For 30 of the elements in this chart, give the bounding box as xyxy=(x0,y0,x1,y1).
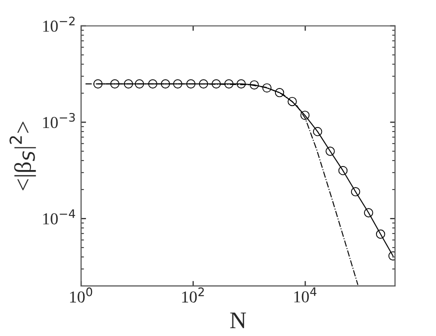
point xyxy=(110,79,120,88)
point xyxy=(288,96,297,106)
point xyxy=(312,126,322,136)
point xyxy=(173,79,182,88)
point xyxy=(350,187,360,196)
x-tick-label: 10$^{0}$ xyxy=(70,287,92,303)
point xyxy=(300,110,310,120)
point xyxy=(160,79,170,88)
point xyxy=(224,79,234,88)
point xyxy=(134,79,144,88)
point xyxy=(376,230,386,239)
point xyxy=(198,79,208,88)
y-tick-label: 10$^{−4}$ xyxy=(43,209,76,224)
x-tick-label: 10$^{2}$ xyxy=(182,287,204,303)
point xyxy=(212,79,221,88)
point xyxy=(326,146,335,156)
point xyxy=(364,208,374,218)
x-axis-title: N xyxy=(230,312,246,328)
point xyxy=(250,80,259,90)
point xyxy=(186,79,196,88)
y-axis-title: <|β$_{S}$|$^{2}$> xyxy=(10,122,36,190)
point xyxy=(236,79,246,88)
point xyxy=(338,166,348,176)
point xyxy=(124,79,134,88)
y-tick-label: 10$^{−2}$ xyxy=(43,16,75,32)
point xyxy=(274,88,284,98)
x-tick-label: 10$^{4}$ xyxy=(294,287,316,302)
point xyxy=(148,79,158,88)
point xyxy=(262,83,272,93)
y-tick-label: 10$^{−3}$ xyxy=(43,112,75,128)
